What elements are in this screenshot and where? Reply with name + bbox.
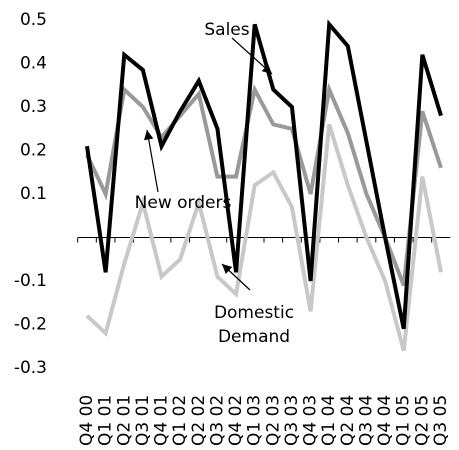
y-tick-label: 0.5: [20, 10, 47, 30]
y-tick-label: 0.2: [20, 141, 47, 161]
x-tick-label: Q3 04: [356, 395, 376, 446]
x-tick-label: Q1 04: [319, 395, 339, 446]
x-tick-label: Q1 03: [245, 395, 265, 446]
x-tick-label: Q4 04: [375, 395, 395, 446]
x-tick-label: Q1 05: [394, 395, 414, 446]
annotation-arrow: [143, 129, 159, 193]
series-line: [85, 123, 443, 352]
x-tick-label: Q3 02: [207, 395, 227, 446]
y-tick-label: 0.1: [20, 184, 47, 204]
y-tick-label: -0.2: [14, 315, 47, 335]
x-tick-label: Q4 02: [226, 395, 246, 446]
x-tick-label: Q3 01: [133, 395, 153, 446]
x-tick-label: Q2 02: [189, 395, 209, 446]
x-tick-label: Q4 03: [301, 395, 321, 446]
x-tick-label: Q2 01: [114, 395, 134, 446]
x-tick-label: Q2 04: [338, 395, 358, 446]
x-tick-label: Q2 03: [263, 395, 283, 446]
x-tick-label: Q3 03: [282, 395, 302, 446]
y-tick-label: -0.1: [14, 271, 47, 291]
x-tick-label: Q4 00: [77, 395, 97, 446]
x-tick-label: Q4 01: [152, 395, 172, 446]
y-tick-label: 0.3: [20, 97, 47, 117]
annotation: Sales: [204, 20, 250, 40]
x-tick-label: Q1 02: [170, 395, 190, 446]
annotation-arrow: [231, 37, 273, 75]
annotation: New orders: [134, 193, 232, 213]
y-tick-label: -0.3: [14, 358, 47, 378]
series-line: [85, 19, 443, 330]
annotation-arrow: [221, 263, 251, 291]
x-tick-label: Q1 01: [96, 395, 116, 446]
x-tick-label: Q2 05: [412, 395, 432, 446]
annotation: Domestic Demand: [213, 303, 295, 347]
x-tick-label: Q3 05: [431, 395, 451, 446]
y-tick-label: 0.4: [20, 54, 47, 74]
